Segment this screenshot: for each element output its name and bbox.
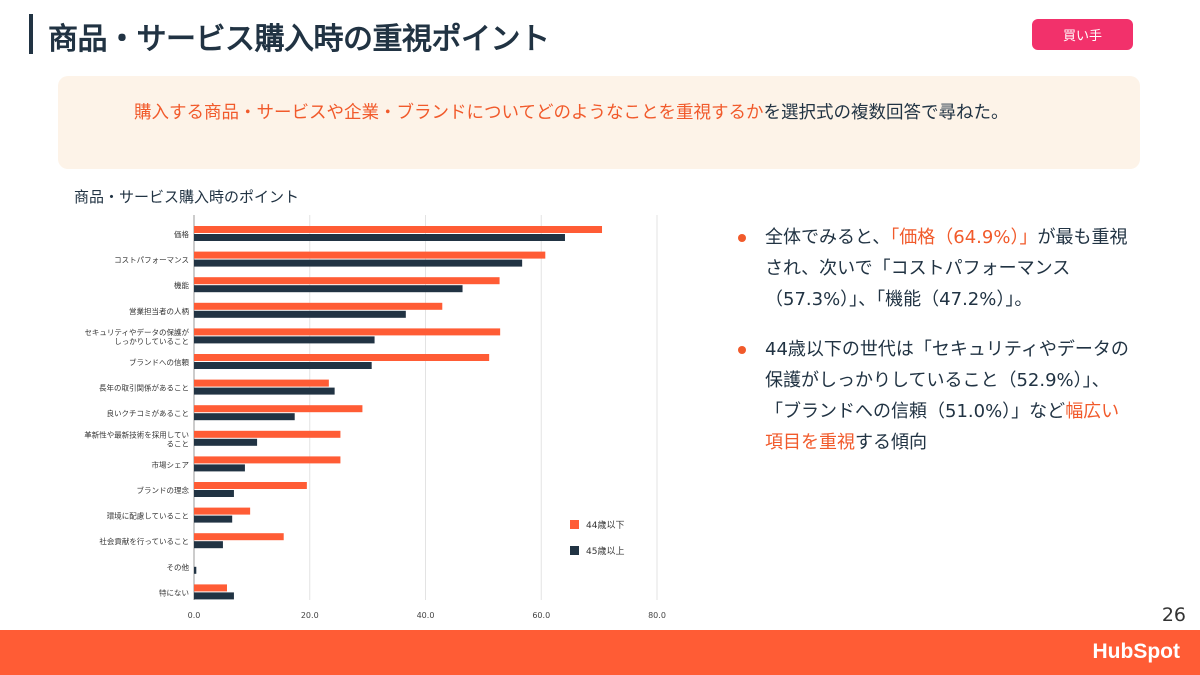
intro-rest: を選択式の複数回答で尋ねた。 <box>763 103 1009 123</box>
bar-45-over <box>194 362 372 369</box>
x-tick-label: 40.0 <box>417 611 435 620</box>
bar-45-over <box>194 259 523 267</box>
title-accent-bar <box>29 14 33 54</box>
category-label: 特にない <box>159 587 189 597</box>
category-label: 環境に配慮していること <box>107 511 189 521</box>
x-tick-label: 20.0 <box>301 611 319 620</box>
legend-label: 45歳以上 <box>586 545 624 557</box>
page-number: 26 <box>1161 604 1186 626</box>
hubspot-logo: HubSpot <box>1092 640 1180 663</box>
bar-44-under <box>194 354 490 361</box>
category-label: 価格 <box>174 229 189 239</box>
bar-44-under <box>194 302 443 310</box>
category-label: しっかりしていること <box>114 337 189 346</box>
category-label: 機能 <box>174 280 189 290</box>
bar-44-under <box>194 405 363 413</box>
category-label: ること <box>167 439 190 448</box>
bar-44-under <box>194 226 603 233</box>
page-title: 商品・サービス購入時の重視ポイント <box>48 22 550 57</box>
category-label: セキュリティやデータの保護が <box>84 327 189 337</box>
bar-44-under <box>194 456 341 464</box>
category-label: 革新性や最新技術を採用してい <box>84 429 189 439</box>
bullet-dot-icon <box>738 346 746 354</box>
intro-text: 購入する商品・サービスや企業・ブランドについてどのようなことを重視するかを選択式… <box>134 99 1008 124</box>
bar-45-over <box>194 566 197 574</box>
bullet-dot-icon <box>738 234 746 242</box>
bullet-text: が最も重視され、次いで「コストパフォーマンス（57.3%）」、「機能（47.2%… <box>765 227 1128 310</box>
intro-highlight: 購入する商品・サービスや企業・ブランドについてどのようなことを重視するか <box>134 103 764 123</box>
bar-45-over <box>194 310 406 318</box>
bar-44-under <box>194 482 307 489</box>
chart-title: 商品・サービス購入時のポイント <box>74 188 300 206</box>
category-label: ブランドへの信頼 <box>129 357 189 367</box>
bar-45-over <box>194 515 233 523</box>
bullet-item: 全体でみると、「価格（64.9%）」が最も重視され、次いで「コストパフォーマンス… <box>735 222 1135 315</box>
x-tick-label: 60.0 <box>532 611 550 620</box>
bullet-highlight: 幅広い項目を重視 <box>765 401 1120 453</box>
bar-44-under <box>194 251 546 259</box>
bar-45-over <box>194 438 258 446</box>
bar-45-over <box>194 541 223 549</box>
bar-45-over <box>194 336 375 344</box>
bullet-highlight: 「価格（64.9%）」 <box>890 227 1038 248</box>
footer-bar: HubSpot <box>0 630 1200 675</box>
category-label: 市場シェア <box>152 459 190 469</box>
bar-45-over <box>194 592 234 600</box>
category-label: その他 <box>167 562 190 572</box>
bar-44-under <box>194 584 227 592</box>
bar-44-under <box>194 328 501 336</box>
bar-45-over <box>194 413 295 421</box>
category-label: コストパフォーマンス <box>114 256 189 265</box>
category-label: 営業担当者の人柄 <box>129 306 189 316</box>
bar-45-over <box>194 387 335 395</box>
bar-44-under <box>194 507 251 515</box>
bar-45-over <box>194 490 234 497</box>
legend-swatch <box>570 546 579 555</box>
bar-chart: 0.0 20.0 40.0 60.0 80.0 価格コストパフォーマンス機能営業担当者の人… <box>84 215 666 620</box>
bar-45-over <box>194 285 463 293</box>
bar-45-over <box>194 234 565 241</box>
bar-44-under <box>194 430 341 438</box>
category-label: 長年の取引関係があること <box>99 383 189 393</box>
summary-bullets: 全体でみると、「価格（64.9%）」が最も重視され、次いで「コストパフォーマンス… <box>735 222 1135 477</box>
bar-44-under <box>194 277 500 285</box>
x-tick-label: 0.0 <box>188 611 201 620</box>
intro-box: 購入する商品・サービスや企業・ブランドについてどのようなことを重視するかを選択式… <box>58 76 1140 169</box>
category-label: ブランドの理念 <box>137 485 190 495</box>
bullet-item: 44歳以下の世代は「セキュリティやデータの保護がしっかりしていること（52.9%… <box>735 334 1135 458</box>
bullet-text: 44歳以下の世代は「セキュリティやデータの保護がしっかりしていること（52.9%… <box>765 339 1129 422</box>
category-label: 社会貢献を行っていること <box>99 536 189 546</box>
bar-44-under <box>194 379 329 387</box>
legend-swatch <box>570 520 579 529</box>
x-tick-label: 80.0 <box>648 611 666 620</box>
bullet-text: する傾向 <box>855 432 927 453</box>
legend-label: 44歳以下 <box>586 519 624 531</box>
bar-44-under <box>194 533 284 541</box>
buyer-badge[interactable]: 買い手 <box>1032 19 1133 50</box>
category-label: 良いクチコミがあること <box>107 408 190 418</box>
bullet-text: 全体でみると、 <box>765 227 891 248</box>
bar-45-over <box>194 464 245 472</box>
